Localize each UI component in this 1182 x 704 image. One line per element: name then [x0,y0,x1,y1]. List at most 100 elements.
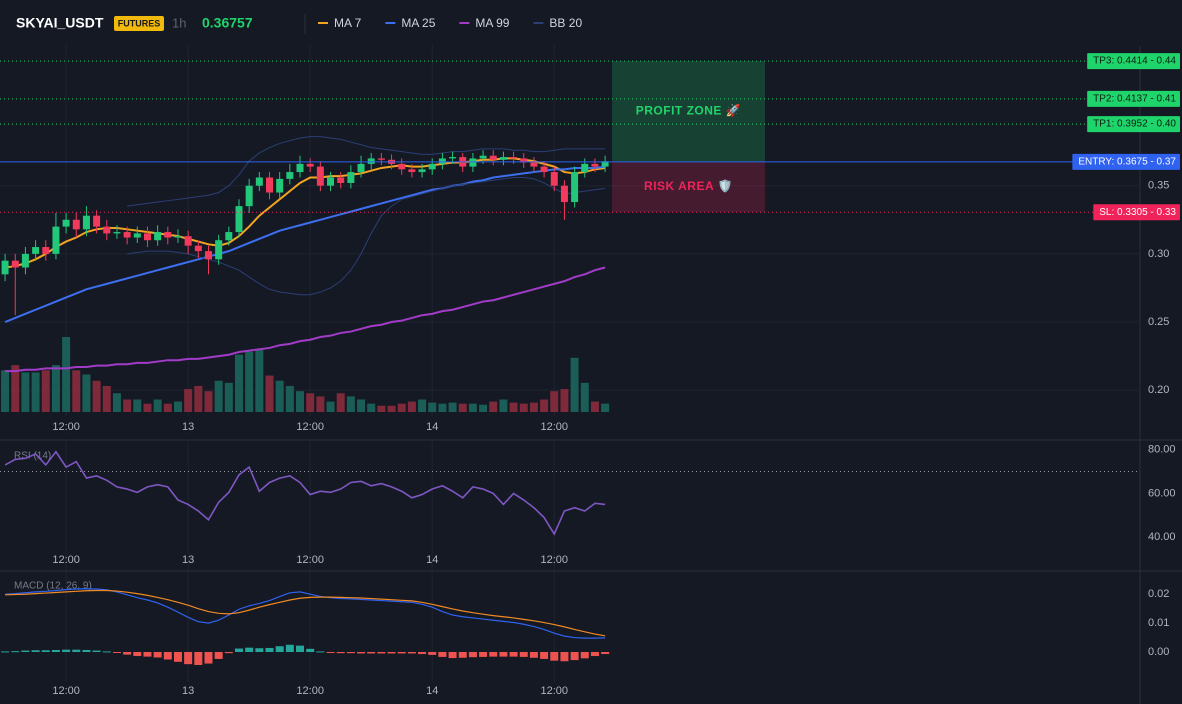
candle-body [245,185,253,207]
volume-bar [123,399,132,412]
level-tag [1072,153,1180,170]
macd-line [5,588,606,639]
histogram-bar [448,652,457,659]
volume-bar [153,399,162,412]
candle-body [72,219,80,230]
histogram-bar [92,650,101,652]
candle-body [266,177,274,193]
level-label: TP2: 0.4137 - 0.41 [1093,93,1176,104]
histogram-bar [214,652,223,659]
candle-body [21,253,29,268]
level-label: TP3: 0.4414 - 0.44 [1093,56,1176,67]
candle-body [204,251,212,260]
candle-body [32,247,40,254]
candle-body [499,157,507,160]
candle-body [550,172,558,186]
histogram-bar [204,652,213,664]
volume-bar [570,357,579,412]
histogram-bar [377,652,386,654]
volume-bar [540,399,549,412]
volume-bar [428,402,437,412]
histogram-bar [509,652,518,657]
bb-upper [127,136,606,207]
volume-bar [499,399,508,412]
histogram-bar [357,652,366,654]
interval: 1h [172,15,186,30]
histogram-bar [296,645,305,652]
histogram-bar [51,649,60,652]
histogram-bar [570,652,579,661]
histogram-bar [580,652,589,659]
volume-bar [133,399,142,412]
volume-bar [102,385,111,412]
candle-body [133,233,141,238]
candle-body [113,232,121,234]
histogram-bar [72,649,81,652]
histogram-bar [153,652,162,658]
histogram-bar [397,652,406,654]
histogram-bar [102,651,111,653]
candle-body [255,177,263,186]
histogram-bar [489,652,498,657]
histogram-bar [346,652,355,654]
volume-bar [62,337,71,412]
volume-bar [255,349,264,412]
histogram-bar [540,652,549,659]
histogram-bar [529,652,538,658]
histogram-bar [590,652,599,657]
badge-bg [114,16,164,31]
volume-bar [346,396,355,412]
candle-body [164,232,172,238]
candle-body [560,185,568,203]
histogram-bar [184,652,193,665]
symbol: SKYAI_USDT [16,15,104,31]
histogram-bar [458,652,467,658]
level-tag [1093,204,1180,221]
candle-body [398,163,406,170]
histogram-bar [326,652,335,653]
histogram-bar [265,647,274,652]
x-tick-label: 14 [426,421,438,433]
level-label: ENTRY: 0.3675 - 0.37 [1078,156,1176,167]
histogram-bar [316,651,325,653]
y-tick-label: 0.25 [1148,316,1169,328]
histogram-bar [1,651,10,653]
histogram-bar [418,652,427,655]
histogram-bar [41,650,50,652]
histogram-bar [82,649,91,652]
volume-bar [397,403,406,412]
candle-body [276,178,284,193]
y-tick-label: 80.00 [1148,443,1176,455]
volume-bar [387,405,396,412]
volume-bar [234,354,243,412]
histogram-bar [428,652,437,655]
volume-bar [82,374,91,412]
x-tick-label: 12:00 [52,554,80,566]
histogram-bar [255,648,264,652]
candle-body [540,166,548,173]
candle-body [42,247,50,254]
volume-bar [265,375,274,412]
volume-bar [550,391,559,412]
x-tick-label: 12:00 [296,685,324,697]
candle-body [225,232,233,241]
histogram-bar [245,647,254,652]
histogram-bar [601,652,610,655]
histogram-bar [306,648,315,652]
legend-label: BB 20 [549,16,582,30]
x-tick-label: 12:00 [540,685,568,697]
volume-bar [31,372,40,412]
volume-bar [326,401,335,412]
volume-bar [468,403,477,412]
histogram-bar [143,652,152,657]
zone-label: RISK AREA 🛡️ [644,179,733,193]
volume-bar [224,382,233,412]
volume-bar [590,401,599,412]
rsi-title: RSI (14) [14,451,51,462]
candle-body [11,260,19,268]
candle-body [367,158,375,164]
volume-bar [245,351,254,412]
histogram-bar [112,652,121,653]
legend-label: MA 99 [475,16,509,30]
